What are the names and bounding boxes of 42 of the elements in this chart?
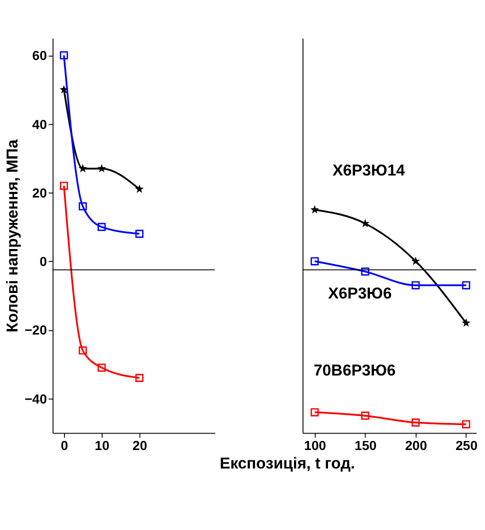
point <box>361 268 370 276</box>
point <box>462 281 470 290</box>
point <box>310 257 319 266</box>
point <box>360 218 370 228</box>
point <box>97 164 106 172</box>
point <box>135 184 144 193</box>
x-tick-label: 10 <box>94 438 110 453</box>
x-axis-title: Експозиція, t год. <box>220 455 355 472</box>
point <box>78 346 87 355</box>
x-tick-label: 250 <box>456 438 478 453</box>
point <box>60 182 68 190</box>
point <box>78 202 87 210</box>
point <box>411 256 420 265</box>
y-tick-label: 0 <box>40 254 47 270</box>
y-axis-title: Колові напруження, МПа <box>4 139 22 332</box>
y-tick-label: −40 <box>24 391 47 406</box>
point <box>135 374 144 382</box>
x-tick-label: 20 <box>132 438 148 453</box>
point <box>462 420 470 428</box>
point <box>78 164 88 172</box>
point <box>60 51 68 60</box>
point <box>60 85 68 94</box>
point <box>412 418 420 427</box>
x-tick-label: 0 <box>60 438 68 453</box>
point <box>310 205 320 214</box>
point <box>310 408 319 416</box>
point <box>361 412 370 420</box>
y-tick-label: 20 <box>32 185 47 200</box>
point <box>98 364 106 372</box>
y-tick-label: 60 <box>32 48 47 64</box>
series-label: Х6Р3Ю6 <box>328 286 392 303</box>
point <box>462 318 471 327</box>
series-label: 70В6Р3Ю6 <box>314 362 396 380</box>
point <box>412 281 420 290</box>
point <box>98 222 106 231</box>
x-tick-label: 150 <box>354 438 377 453</box>
point <box>135 230 144 238</box>
text: Х6Р3Ю14 <box>332 162 406 180</box>
x-tick-label: 100 <box>304 438 326 453</box>
x-tick-label: 200 <box>405 438 428 453</box>
y-tick-label: 40 <box>32 116 47 132</box>
y-tick-label: −20 <box>24 322 47 338</box>
